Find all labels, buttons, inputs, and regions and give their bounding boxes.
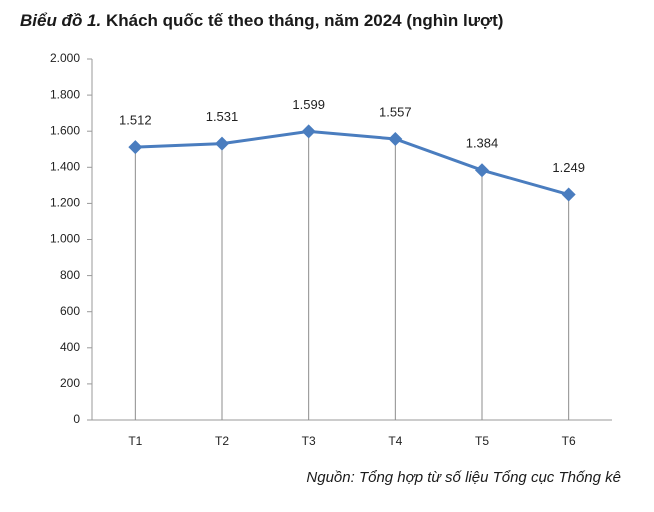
source-note: Nguồn: Tổng hợp từ số liệu Tổng cục Thốn… xyxy=(306,469,621,486)
x-tick-label: T4 xyxy=(388,434,402,448)
y-tick-label: 0 xyxy=(73,412,80,426)
y-tick-label: 1.600 xyxy=(50,123,80,137)
value-label: 1.599 xyxy=(292,97,325,112)
x-tick-label: T3 xyxy=(302,434,316,448)
value-label: 1.557 xyxy=(379,104,412,119)
value-label: 1.249 xyxy=(552,160,585,175)
y-tick-label: 1.400 xyxy=(50,159,80,173)
y-tick-label: 800 xyxy=(60,268,80,282)
marker xyxy=(128,140,143,155)
chart-title: Biểu đồ 1. Khách quốc tế theo tháng, năm… xyxy=(20,11,503,30)
value-label: 1.512 xyxy=(119,113,152,128)
y-tick-label: 400 xyxy=(60,340,80,354)
value-label: 1.384 xyxy=(466,136,499,151)
x-tick-label: T5 xyxy=(475,434,489,448)
value-label: 1.531 xyxy=(206,109,239,124)
y-tick-label: 1.000 xyxy=(50,232,80,246)
x-tick-label: T1 xyxy=(128,434,142,448)
marker xyxy=(561,187,576,202)
title-label: Biểu đồ 1. xyxy=(20,11,101,30)
y-tick-label: 200 xyxy=(60,376,80,390)
title-text: Khách quốc tế theo tháng, năm 2024 (nghì… xyxy=(106,11,503,30)
marker xyxy=(301,124,316,139)
y-tick-label: 2.000 xyxy=(50,51,80,65)
marker xyxy=(388,131,403,146)
x-tick-label: T6 xyxy=(562,434,576,448)
y-tick-label: 600 xyxy=(60,304,80,318)
series-line xyxy=(135,129,570,196)
x-tick-label: T2 xyxy=(215,434,229,448)
marker xyxy=(215,136,229,151)
y-tick-label: 1.200 xyxy=(50,196,80,210)
y-tick-label: 1.800 xyxy=(50,87,80,101)
marker xyxy=(475,163,489,178)
